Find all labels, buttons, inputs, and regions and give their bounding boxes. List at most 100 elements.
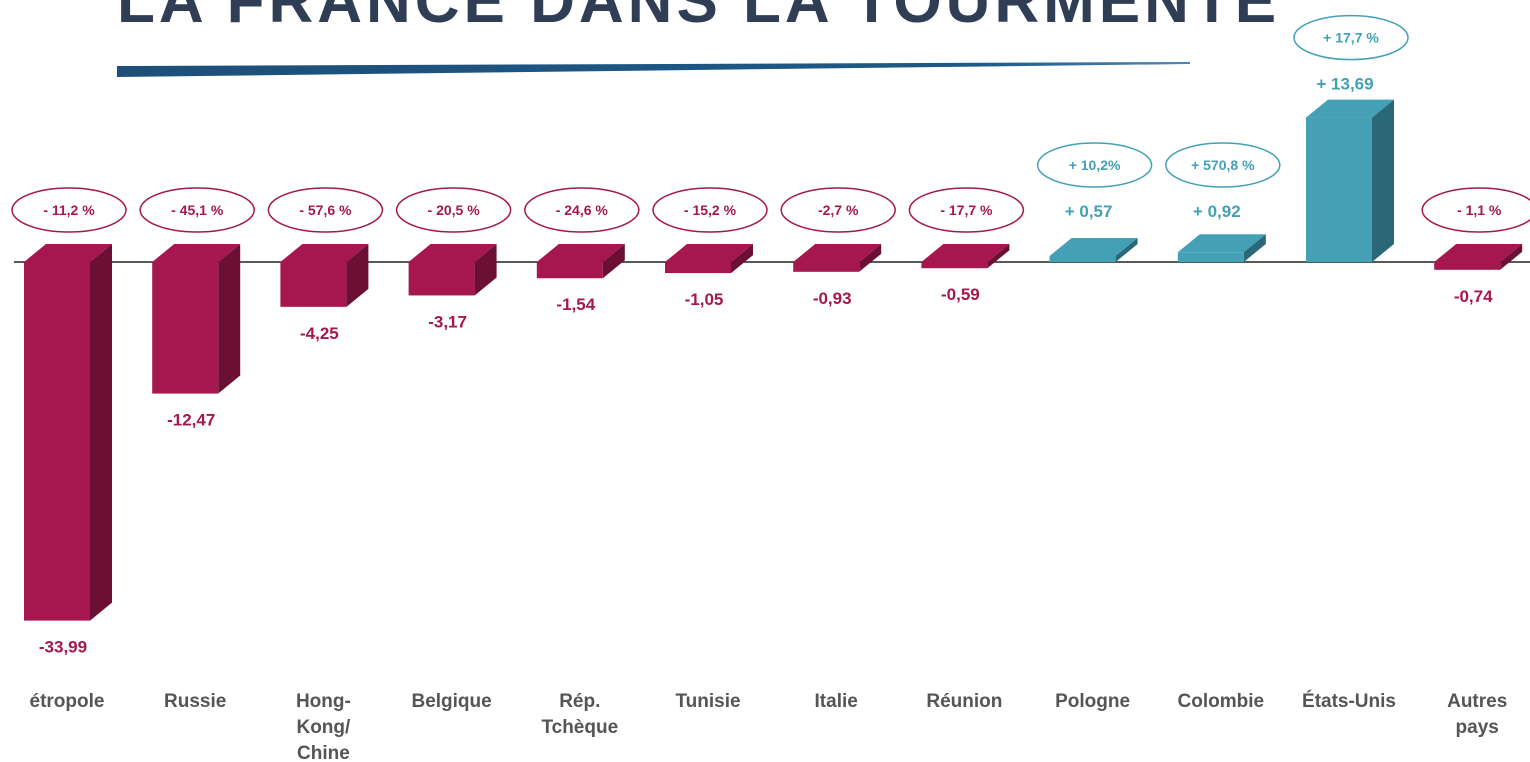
bar-top	[152, 244, 241, 262]
bar-front	[24, 262, 90, 621]
bar	[152, 244, 241, 394]
x-tick-label: Rép. Tchèque	[541, 691, 618, 738]
value-label: -33,99	[39, 638, 87, 657]
bar-side	[1115, 237, 1138, 262]
change-label: + 10,2%	[1069, 157, 1121, 173]
value-label: -4,25	[300, 324, 339, 343]
bar	[24, 244, 112, 621]
change-label: - 57,6 %	[299, 202, 352, 218]
value-label: -1,54	[556, 295, 595, 314]
bar-front	[1306, 117, 1372, 263]
change-label: - 15,2 %	[684, 202, 737, 218]
bar	[280, 244, 369, 307]
x-tick-label: Pologne	[1055, 691, 1130, 712]
change-bubble	[1165, 142, 1281, 188]
bar-front	[1434, 262, 1501, 270]
change-bubble	[524, 187, 640, 233]
bar	[408, 244, 497, 296]
change-label: - 17,7 %	[940, 202, 993, 218]
bar-front	[536, 262, 603, 279]
bar-side	[731, 244, 753, 274]
bar-front	[793, 262, 860, 272]
change-bubble	[139, 187, 255, 233]
bar-top	[1434, 244, 1523, 262]
bar-side	[1500, 244, 1523, 270]
change-bubble	[267, 187, 384, 233]
change-label: - 1,1 %	[1457, 202, 1502, 218]
change-label: + 570,8 %	[1191, 157, 1255, 173]
value-label: -0,74	[1454, 287, 1493, 306]
bar-front	[280, 262, 347, 307]
bar-side	[1372, 99, 1394, 263]
bar	[793, 244, 882, 272]
bar-top	[408, 244, 497, 262]
bar-top	[536, 244, 625, 262]
bar-side	[987, 244, 1010, 269]
bar-top	[921, 244, 1010, 262]
bar-front	[921, 262, 988, 269]
x-tick-label: Belgique	[411, 691, 491, 712]
bar-top	[1177, 234, 1266, 253]
x-tick-label: États-Unis	[1302, 690, 1396, 712]
change-bubble	[1421, 187, 1530, 233]
bar-side	[474, 244, 497, 296]
bar-front	[1177, 252, 1244, 262]
bar-front	[665, 262, 731, 274]
bar	[1306, 99, 1394, 263]
x-tick-label: Italie	[815, 691, 858, 712]
x-tick-label: Réunion	[926, 691, 1002, 712]
change-bubble	[1293, 14, 1409, 61]
bar	[1434, 244, 1523, 270]
title-underline	[117, 62, 1190, 77]
value-label: -3,17	[428, 312, 467, 331]
bar-top	[1306, 99, 1394, 118]
bar-top	[24, 244, 112, 262]
change-label: - 24,6 %	[556, 202, 609, 218]
value-label: + 0,57	[1065, 202, 1113, 221]
change-label: - 20,5 %	[428, 202, 481, 218]
bar-side	[346, 244, 369, 307]
bar-top	[665, 244, 753, 262]
change-label: - 45,1 %	[171, 202, 224, 218]
value-label: + 13,69	[1316, 75, 1373, 94]
bar	[921, 244, 1010, 269]
bar-side	[602, 244, 625, 279]
change-bubble	[1036, 142, 1153, 188]
x-tick-label: Autres pays	[1447, 691, 1507, 738]
bar	[1177, 234, 1266, 262]
x-tick-label: Colombie	[1178, 691, 1265, 712]
change-bubble	[11, 187, 127, 233]
change-bubble	[395, 187, 512, 233]
x-tick-label: Tunisie	[675, 691, 740, 712]
x-tick-label: Russie	[164, 691, 226, 712]
change-label: -2,7 %	[818, 202, 859, 218]
change-label: - 11,2 %	[43, 202, 95, 218]
value-label: -1,05	[685, 290, 724, 309]
value-label: -0,59	[941, 285, 980, 304]
x-tick-label: Hong-Kong/Chine	[296, 691, 351, 762]
bar-front	[408, 262, 475, 296]
value-label: -12,47	[167, 411, 215, 430]
bar	[665, 244, 753, 274]
bar-side	[218, 244, 241, 394]
bar-front	[152, 262, 219, 394]
change-label: + 17,7 %	[1323, 30, 1379, 46]
bar-side	[1243, 234, 1266, 262]
bar-top	[1049, 237, 1138, 256]
bar-top	[280, 244, 369, 262]
bar-side	[90, 244, 112, 621]
value-label: -0,93	[813, 289, 852, 308]
bar-front	[1049, 255, 1116, 262]
bar-top	[793, 244, 882, 262]
bar	[1049, 237, 1138, 262]
x-tick-label: étropole	[30, 691, 105, 712]
chart-title: LA FRANCE DANS LA TOURMENTE	[117, 0, 1280, 36]
value-label: + 0,92	[1193, 202, 1241, 221]
change-bubble	[780, 187, 896, 233]
bar	[536, 244, 625, 279]
change-bubble	[908, 187, 1025, 233]
change-bubble	[652, 187, 768, 233]
bar-side	[859, 244, 882, 272]
